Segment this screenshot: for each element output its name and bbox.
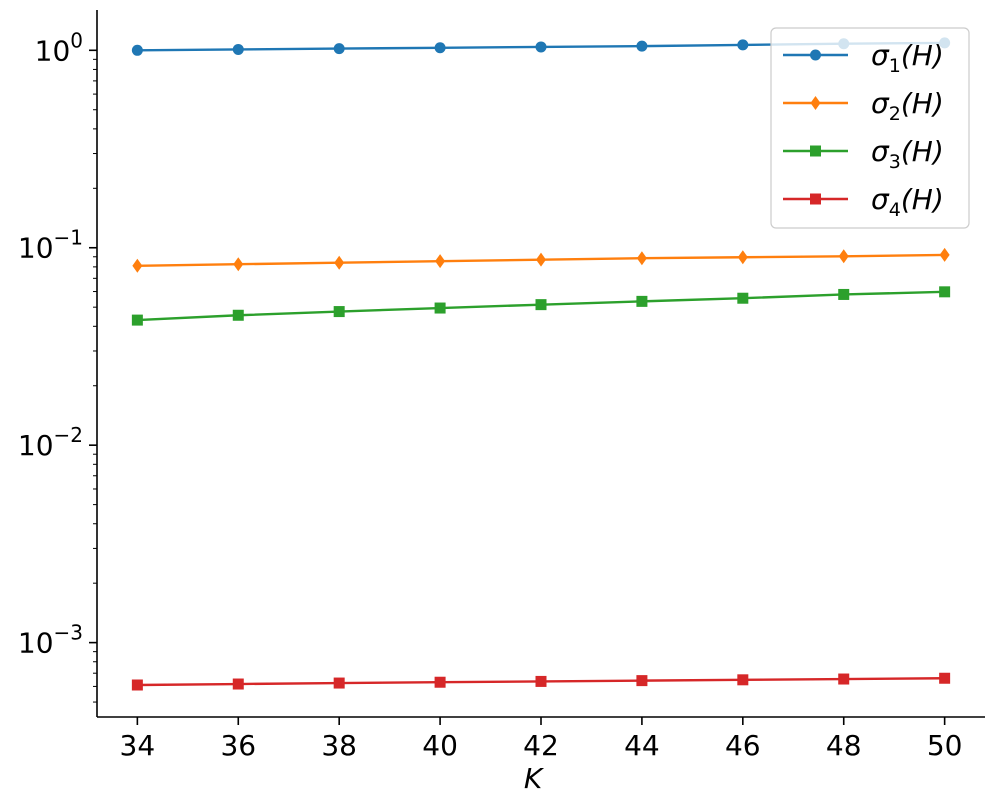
series-3-point — [636, 295, 648, 307]
series-4-point — [131, 679, 143, 691]
series-1-point — [737, 39, 749, 51]
series-4-point — [232, 678, 244, 690]
x-ticks: 34 36 38 40 42 44 46 48 50 — [120, 717, 963, 762]
y-tick-label: 10−2 — [18, 423, 83, 462]
series-1-point — [636, 40, 648, 52]
series-3-point — [232, 309, 244, 321]
series-3-point — [838, 288, 850, 300]
series-2-point — [132, 258, 143, 273]
series-4-point — [939, 672, 951, 684]
x-tick-label: 50 — [927, 729, 963, 762]
series-1-point — [232, 43, 244, 55]
legend-item-2: σ2(H) — [783, 87, 944, 125]
series-3-point — [535, 299, 547, 311]
y-tick-label: 100 — [35, 28, 83, 67]
legend-label: σ2(H) — [871, 87, 944, 125]
series-3-point — [333, 306, 345, 318]
series-2-point — [536, 252, 546, 267]
series-3 — [131, 286, 951, 326]
series-2-point — [737, 250, 748, 265]
series-4-point — [535, 675, 547, 687]
series-3-point — [737, 292, 749, 304]
legend-label: σ4(H) — [871, 183, 944, 221]
x-tick-label: 46 — [725, 729, 761, 762]
series-2-point — [435, 254, 446, 269]
legend-swatch-marker — [810, 49, 821, 61]
series-2-point — [838, 249, 849, 264]
legend-swatch-marker — [810, 96, 821, 110]
series-1-point — [333, 43, 345, 55]
series-2-point — [334, 255, 345, 270]
series-4-point — [737, 674, 749, 686]
x-tick-label: 38 — [321, 729, 357, 762]
series-2 — [132, 247, 950, 273]
y-major-ticks: 100 10−1 10−2 10−3 — [18, 28, 97, 660]
legend-label: σ1(H) — [871, 39, 944, 77]
x-tick-label: 44 — [624, 729, 660, 762]
legend-swatch-marker — [810, 193, 821, 205]
series-1-point — [434, 42, 446, 54]
legend-item-3: σ3(H) — [783, 135, 944, 173]
series-3-point — [131, 314, 143, 326]
x-tick-label: 40 — [422, 729, 458, 762]
x-tick-label: 48 — [826, 729, 862, 762]
series-3-point — [939, 286, 951, 298]
series-2-point — [636, 251, 647, 266]
x-tick-label: 36 — [220, 729, 256, 762]
legend: σ1(H) σ2(H) σ3(H) σ4(H) — [770, 27, 970, 229]
series-1-point — [535, 41, 547, 53]
x-tick-label: 34 — [120, 729, 156, 762]
legend-item-4: σ4(H) — [783, 183, 944, 221]
series-4-point — [636, 675, 648, 687]
x-axis-label: K — [524, 762, 545, 795]
series-2-point — [939, 247, 950, 262]
series-3-point — [434, 302, 446, 314]
series-4-point — [333, 677, 345, 689]
legend-label: σ3(H) — [871, 135, 944, 173]
y-tick-label: 10−1 — [18, 226, 83, 265]
legend-item-1: σ1(H) — [783, 39, 944, 77]
series-4-point — [434, 676, 446, 688]
legend-box — [770, 27, 970, 229]
series-4-point — [838, 673, 850, 685]
series-1-point — [131, 44, 143, 56]
series-2-point — [233, 257, 244, 272]
x-tick-label: 42 — [523, 729, 559, 762]
legend-swatch-marker — [810, 145, 821, 157]
y-tick-label: 10−3 — [18, 621, 83, 660]
series-4 — [131, 672, 951, 691]
